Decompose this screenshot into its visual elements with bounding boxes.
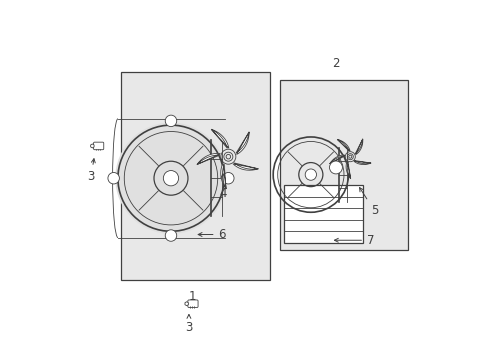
Polygon shape [220,163,225,189]
Circle shape [305,169,316,180]
Polygon shape [197,153,220,165]
Polygon shape [232,163,258,170]
Circle shape [329,161,342,174]
Text: 3: 3 [87,159,95,183]
Text: 5: 5 [359,188,377,217]
Polygon shape [353,161,370,165]
FancyBboxPatch shape [93,142,103,150]
Polygon shape [184,302,188,306]
FancyBboxPatch shape [187,300,198,307]
Circle shape [163,171,178,186]
Polygon shape [346,161,350,179]
Bar [280,80,407,250]
Polygon shape [354,139,362,155]
Polygon shape [329,155,344,164]
Circle shape [108,172,119,184]
Text: 7: 7 [334,234,374,247]
Text: 4: 4 [219,174,226,200]
Text: 2: 2 [331,57,339,70]
Ellipse shape [115,122,226,234]
Text: 6: 6 [198,228,225,241]
Circle shape [222,172,234,184]
Polygon shape [337,139,349,151]
Bar [121,72,269,280]
Circle shape [165,115,176,127]
Polygon shape [90,144,94,148]
Text: 1: 1 [188,290,196,303]
Circle shape [165,230,176,241]
Text: 3: 3 [185,315,192,334]
Bar [284,185,363,243]
Polygon shape [211,129,228,148]
Polygon shape [236,132,249,154]
